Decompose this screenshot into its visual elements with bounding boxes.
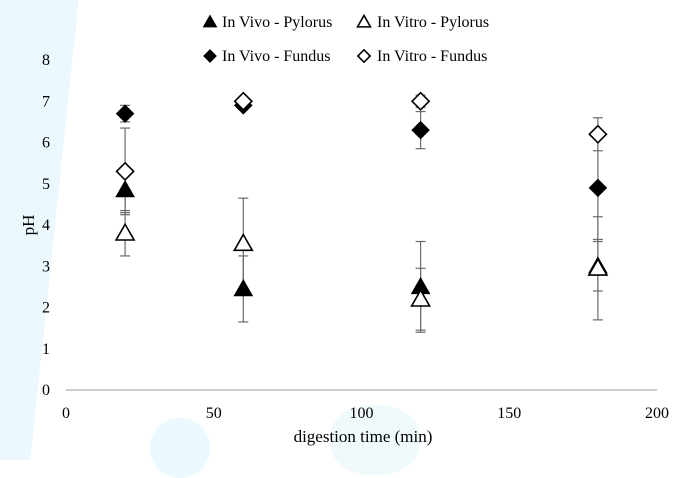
data-point — [114, 222, 136, 241]
data-point — [115, 179, 135, 198]
legend-label: In Vitro - Fundus — [377, 48, 487, 65]
legend-label: In Vivo - Fundus — [222, 48, 331, 65]
error-bars — [120, 94, 603, 333]
y-tick-label: 4 — [42, 217, 50, 234]
x-tick-label: 150 — [497, 405, 521, 422]
legend-label: In Vivo - Pylorus — [222, 14, 332, 31]
y-tick-label: 2 — [42, 300, 50, 317]
y-tick-label: 1 — [42, 341, 50, 358]
data-markers — [114, 91, 609, 307]
y-tick-label: 3 — [42, 258, 50, 275]
data-point — [233, 278, 254, 297]
data-point — [410, 91, 431, 111]
data-point — [587, 257, 609, 276]
y-tick-label: 8 — [42, 52, 50, 69]
x-axis-label: digestion time (min) — [294, 427, 433, 446]
x-tick-label: 50 — [206, 405, 222, 422]
x-tick-label: 200 — [645, 405, 669, 422]
data-point — [233, 91, 253, 111]
legend-marker — [356, 13, 372, 28]
legend: In Vivo - Pylorus In Vitro - Pylorus In Vi… — [202, 13, 489, 65]
data-point — [410, 288, 431, 307]
legend-marker — [203, 49, 217, 63]
legend-marker — [356, 48, 372, 64]
y-tick-label: 0 — [42, 382, 50, 399]
y-axis-label: pH — [19, 215, 38, 236]
data-point — [115, 161, 135, 182]
x-tick-label: 100 — [350, 405, 374, 422]
y-tick-label: 5 — [42, 176, 50, 193]
data-point — [115, 104, 135, 123]
data-point — [588, 124, 608, 144]
data-point — [232, 232, 254, 252]
tick-labels: 0 50 100 150 200 0 1 2 3 4 5 6 7 8 — [42, 52, 669, 422]
data-point — [411, 120, 430, 140]
data-point — [588, 178, 608, 198]
y-tick-label: 7 — [42, 93, 50, 110]
legend-label: In Vitro - Pylorus — [377, 14, 489, 31]
legend-marker — [202, 14, 218, 28]
y-tick-label: 6 — [42, 135, 50, 152]
x-tick-label: 0 — [62, 405, 70, 422]
